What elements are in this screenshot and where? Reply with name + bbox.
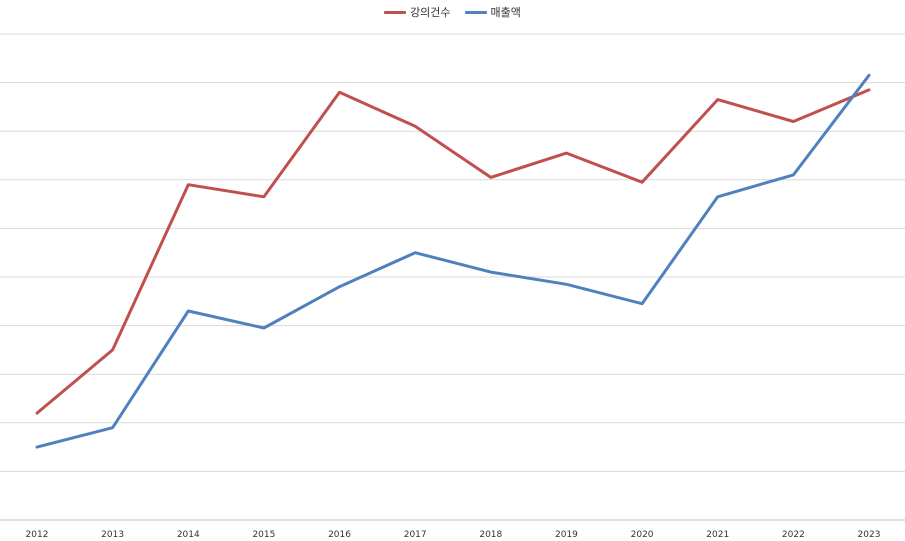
legend-item-series-2: 매출액	[464, 4, 521, 20]
x-tick-label: 2016	[328, 530, 351, 540]
x-tick-label: 2012	[26, 530, 49, 540]
x-tick-label: 2021	[706, 530, 729, 540]
legend-item-series-1: 강의건수	[384, 4, 451, 20]
x-tick-label: 2022	[782, 530, 805, 540]
series-line-1	[35, 88, 871, 415]
x-tick-label: 2013	[101, 530, 124, 540]
legend-swatch-series-1	[384, 10, 407, 14]
legend-label-series-2: 매출액	[490, 6, 521, 19]
x-tick-label: 2020	[631, 530, 654, 540]
legend-swatch-series-2	[464, 10, 487, 14]
x-tick-label: 2017	[404, 530, 427, 540]
chart-legend: 강의건수 매출액	[0, 4, 905, 20]
x-tick-label: 2023	[858, 530, 881, 540]
x-tick-label: 2015	[252, 530, 275, 540]
x-tick-label: 2019	[555, 530, 578, 540]
series-line-2	[35, 73, 871, 449]
legend-label-series-1: 강의건수	[410, 6, 451, 19]
x-tick-label: 2014	[177, 530, 200, 540]
x-tick-label: 2018	[479, 530, 502, 540]
